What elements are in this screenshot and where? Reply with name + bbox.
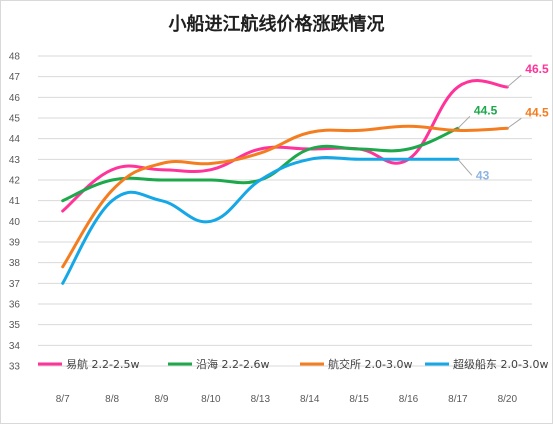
- y-tick-label: 42: [9, 176, 21, 187]
- y-tick-label: 38: [9, 258, 21, 269]
- x-tick-label: 8/15: [349, 394, 369, 405]
- x-tick-label: 8/10: [201, 394, 221, 405]
- y-tick-label: 39: [9, 238, 21, 249]
- y-axis-ticks: 33 34 35 36 37 38 39 40 41 42 43 44 45 46 47 48: [9, 52, 21, 373]
- end-label: 44.5: [525, 105, 549, 119]
- y-tick-label: 33: [9, 362, 21, 373]
- x-tick-label: 8/17: [448, 394, 468, 405]
- x-axis-ticks: 8/7 8/8 8/9 8/10 8/13 8/14 8/15 8/16 8/17 8/20: [56, 394, 518, 405]
- legend-label: 沿海 2.2-2.6w: [196, 357, 269, 371]
- y-tick-label: 41: [9, 196, 21, 207]
- end-label: 43: [476, 168, 490, 182]
- end-labels: 46.5 44.5 44.5 43: [457, 62, 549, 182]
- end-label-leader: [457, 115, 471, 129]
- y-tick-label: 43: [9, 155, 21, 166]
- end-label-leader: [507, 117, 522, 129]
- x-tick-label: 8/7: [56, 394, 70, 405]
- series-lines: [61, 79, 509, 285]
- end-label-leader: [457, 159, 473, 176]
- legend-label: 航交所 2.0-3.0w: [328, 357, 412, 371]
- x-tick-label: 8/14: [300, 394, 320, 405]
- y-tick-label: 34: [9, 341, 21, 352]
- y-tick-label: 47: [9, 72, 21, 83]
- end-label: 46.5: [525, 62, 549, 76]
- end-label: 44.5: [474, 103, 498, 117]
- legend: 易航 2.2-2.5w 沿海 2.2-2.6w 航交所 2.0-3.0w 超级船东 2…: [38, 357, 548, 371]
- x-tick-label: 8/13: [251, 394, 271, 405]
- legend-label: 易航 2.2-2.5w: [66, 357, 139, 371]
- chart-title: 小船进江航线价格涨跌情况: [168, 14, 385, 35]
- legend-label: 超级船东 2.0-3.0w: [453, 357, 548, 371]
- series-line: [61, 79, 509, 213]
- series-line: [61, 124, 509, 269]
- y-tick-label: 46: [9, 93, 21, 104]
- end-label-leader: [506, 74, 522, 88]
- y-tick-label: 35: [9, 320, 21, 331]
- y-tick-label: 37: [9, 279, 21, 290]
- x-tick-label: 8/20: [498, 394, 518, 405]
- x-tick-label: 8/16: [399, 394, 419, 405]
- grid-lines: [38, 55, 532, 367]
- y-tick-label: 44: [9, 134, 21, 145]
- series-line: [61, 155, 460, 285]
- x-tick-label: 8/8: [105, 394, 119, 405]
- y-tick-label: 48: [9, 52, 21, 63]
- y-tick-label: 45: [9, 114, 21, 125]
- x-tick-label: 8/9: [155, 394, 169, 405]
- y-tick-label: 40: [9, 217, 21, 228]
- y-tick-label: 36: [9, 300, 21, 311]
